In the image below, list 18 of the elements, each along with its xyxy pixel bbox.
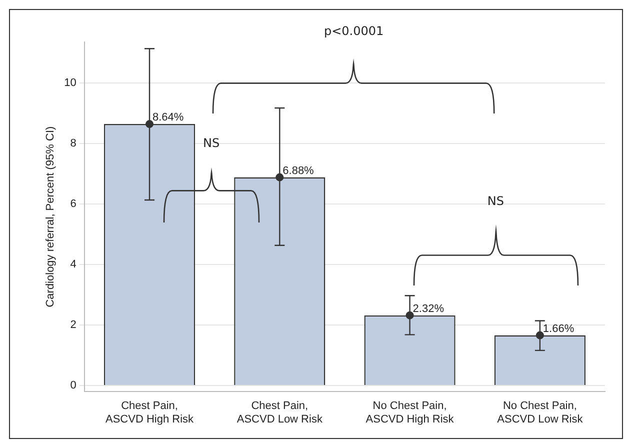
x-tick-label: Chest Pain, ASCVD High Risk <box>105 400 194 426</box>
y-tick-label: 2 <box>70 319 76 332</box>
x-tick-label: No Chest Pain, ASCVD Low Risk <box>497 400 584 426</box>
y-axis-title: Cardiology referral, Percent (95% CI) <box>44 126 57 308</box>
y-tick-label: 8 <box>70 137 76 150</box>
y-tick-label: 4 <box>70 258 76 271</box>
data-label: 8.64% <box>152 112 184 124</box>
y-tick-label: 6 <box>70 198 76 210</box>
y-tick-label: 0 <box>70 380 76 392</box>
annotation: NS <box>487 194 504 208</box>
x-tick-label: No Chest Pain, ASCVD High Risk <box>366 400 454 426</box>
text: p<0.0001 <box>324 24 384 38</box>
x-tick-label: Chest Pain, ASCVD Low Risk <box>236 400 323 426</box>
data-label: 6.88% <box>282 164 314 177</box>
annotation: NS <box>203 136 220 150</box>
y-tick-label: 10 <box>64 76 76 89</box>
data-label: 2.32% <box>412 302 444 315</box>
data-label: 1.66% <box>542 322 574 335</box>
